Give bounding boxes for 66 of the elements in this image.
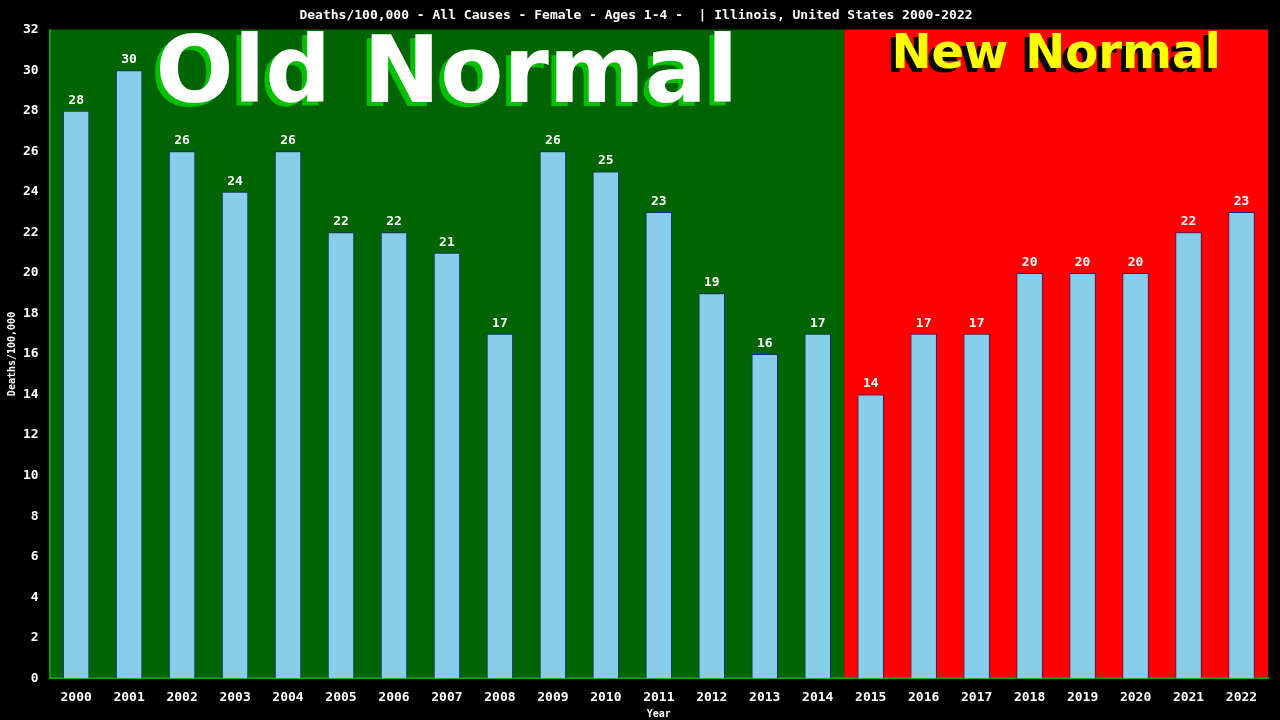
x-tick-label: 2008 [484, 688, 516, 704]
y-tick-label: 8 [30, 507, 39, 523]
data-label: 17 [809, 314, 826, 330]
y-tick-label: 22 [23, 223, 39, 239]
y-tick-label: 10 [23, 467, 39, 483]
x-tick-label: 2009 [537, 688, 569, 704]
x-tick-label: 2020 [1119, 688, 1152, 704]
data-label: 22 [386, 213, 402, 229]
y-tick-label: 12 [23, 426, 39, 442]
x-tick-label: 2003 [219, 688, 251, 704]
y-tick-label: 0 [30, 669, 39, 685]
x-tick-label: 2002 [166, 688, 198, 704]
data-label: 17 [492, 314, 508, 330]
data-label: 26 [280, 132, 297, 148]
data-label: 20 [1021, 253, 1038, 269]
data-label: 23 [651, 192, 667, 208]
y-tick-label: 18 [23, 304, 39, 320]
y-tick-label: 6 [30, 548, 39, 564]
data-label: 25 [598, 152, 614, 168]
data-label: 22 [333, 213, 349, 229]
data-label: 23 [1233, 192, 1250, 208]
chart-title: Deaths/100,000 - All Causes - Female - Ages 1-4 - | Illinois, United States 2000-2022 [299, 7, 973, 23]
data-label: 26 [545, 132, 561, 148]
data-label: 17 [968, 314, 985, 330]
data-label: 26 [174, 132, 191, 148]
data-label: 22 [1180, 213, 1197, 229]
y-tick-label: 4 [30, 588, 39, 604]
x-tick-label: 2018 [1013, 688, 1046, 704]
data-label: 28 [68, 91, 85, 107]
data-label: 20 [1074, 253, 1091, 269]
data-label: 21 [439, 233, 455, 249]
y-tick-label: 14 [23, 385, 39, 401]
y-tick-label: 20 [23, 264, 39, 280]
x-tick-label: 2015 [855, 688, 887, 704]
data-label: 16 [756, 334, 773, 350]
data-label: 14 [862, 375, 879, 391]
data-label: 20 [1127, 253, 1144, 269]
x-tick-label: 2000 [60, 688, 92, 704]
x-tick-label: 2022 [1225, 688, 1258, 704]
y-tick-label: 32 [23, 20, 39, 36]
x-tick-label: 2010 [590, 688, 622, 704]
x-tick-label: 2005 [325, 688, 357, 704]
x-axis-title: Year [646, 707, 671, 719]
y-axis-title: Deaths/100,000 [5, 311, 17, 397]
x-tick-label: 2012 [696, 688, 728, 704]
x-tick-label: 2013 [749, 688, 781, 704]
data-label: 17 [915, 314, 932, 330]
data-label: 19 [703, 274, 720, 290]
x-tick-label: 2016 [908, 688, 940, 704]
x-tick-label: 2017 [961, 688, 993, 704]
y-tick-label: 30 [23, 61, 39, 77]
y-tick-label: 24 [23, 183, 39, 199]
y-tick-label: 2 [30, 629, 39, 645]
x-tick-label: 2001 [113, 688, 145, 704]
x-tick-label: 2014 [802, 688, 834, 704]
y-tick-label: 28 [23, 102, 39, 118]
data-label: 24 [227, 172, 244, 188]
x-tick-label: 2021 [1172, 688, 1205, 704]
x-tick-label: 2007 [431, 688, 463, 704]
x-tick-label: 2006 [378, 688, 410, 704]
x-tick-label: 2004 [272, 688, 304, 704]
x-tick-label: 2019 [1066, 688, 1099, 704]
data-label: 30 [121, 51, 138, 67]
y-tick-label: 26 [23, 142, 39, 158]
x-tick-label: 2011 [643, 688, 675, 704]
y-tick-label: 16 [23, 345, 39, 361]
